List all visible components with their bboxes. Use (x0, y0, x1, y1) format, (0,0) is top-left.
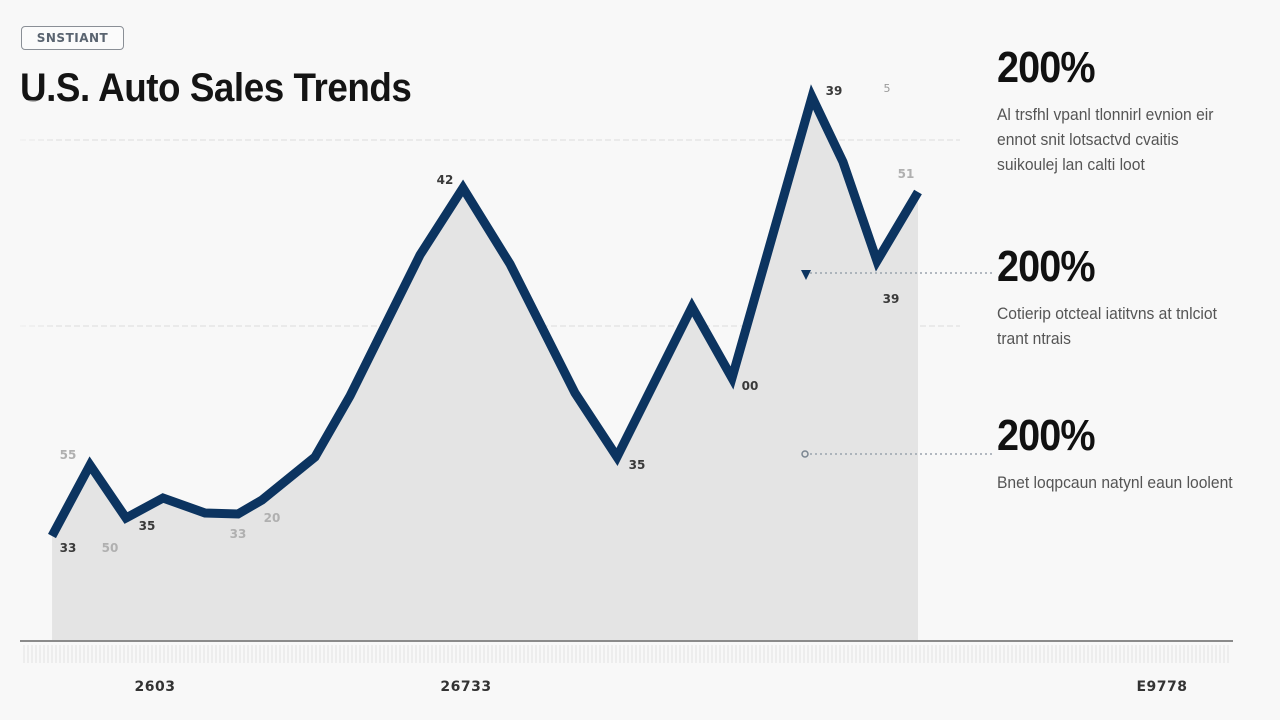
data-point-label: 39 (883, 292, 900, 306)
stat-description: Cotierip otcteal iatitvns at tnlciot tra… (997, 304, 1217, 348)
data-point-labels: 33 55 50 35 33 20 42 35 00 39 39 51 5 (60, 82, 915, 555)
stat-description: Al trsfhl vpanl tlonnirl evnion eir enno… (997, 105, 1214, 174)
x-axis-ticks (23, 645, 1229, 663)
stat-leader-lines (801, 270, 992, 458)
x-tick-label-2: 26733 (440, 679, 492, 695)
stat-block-1: 200% Al trsfhl vpanl tlonnirl evnion eir… (997, 46, 1267, 177)
data-point-label: 5 (884, 82, 891, 95)
stat-value: 200% (997, 242, 1096, 291)
x-tick-label-1: 2603 (134, 679, 176, 695)
data-point-label: 55 (60, 448, 77, 462)
data-point-label: 00 (742, 379, 759, 393)
x-tick-label-3: E9778 (1136, 679, 1188, 695)
stat-value: 200% (997, 411, 1096, 460)
stat-description: Bnet loqpcaun natynl eaun loolent (997, 473, 1233, 492)
stat-block-2: 200% Cotierip otcteal iatitvns at tnlcio… (997, 245, 1267, 351)
data-point-label: 50 (102, 541, 119, 555)
marker-circle-icon (801, 450, 809, 458)
data-point-label: 35 (629, 458, 646, 472)
data-point-label: 35 (139, 519, 156, 533)
data-point-label: 33 (230, 527, 247, 541)
stat-value: 200% (997, 43, 1096, 92)
area-left-fade (0, 100, 918, 641)
data-point-label: 33 (60, 541, 77, 555)
stat-block-3: 200% Bnet loqpcaun natynl eaun loolent (997, 414, 1267, 495)
data-point-label: 39 (826, 84, 843, 98)
sales-line (48, 84, 922, 539)
marker-pin-icon (801, 270, 811, 280)
data-point-label: 42 (437, 173, 454, 187)
chart-badge: SNSTIANT (21, 26, 124, 50)
data-point-label: 51 (898, 167, 915, 181)
data-point-label: 20 (264, 511, 281, 525)
